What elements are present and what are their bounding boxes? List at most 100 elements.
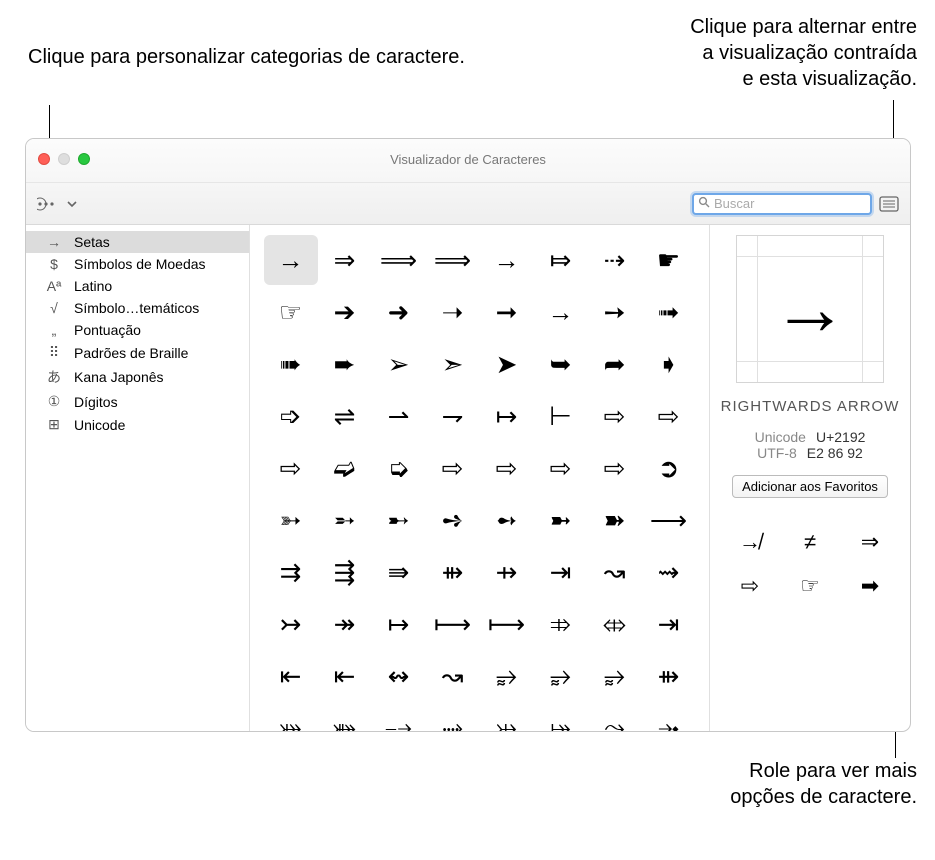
character-cell[interactable]: ⤄: [588, 599, 642, 649]
character-cell[interactable]: ➵: [318, 495, 372, 545]
sidebar-item-1[interactable]: $Símbolos de Moedas: [26, 253, 249, 275]
character-cell[interactable]: ➻: [480, 495, 534, 545]
character-cell[interactable]: ⤇: [534, 235, 588, 285]
character-cell[interactable]: ➦: [588, 339, 642, 389]
character-cell[interactable]: →: [264, 235, 318, 285]
character-cell[interactable]: ⇨: [588, 443, 642, 493]
character-cell[interactable]: ➳: [264, 495, 318, 545]
variant-cell[interactable]: ↛: [720, 520, 780, 564]
character-cell[interactable]: ↣: [264, 599, 318, 649]
character-cell[interactable]: ⇌: [318, 391, 372, 441]
character-cell[interactable]: ⤔: [480, 703, 534, 731]
sidebar-item-0[interactable]: →Setas: [26, 231, 249, 253]
minimize-button[interactable]: [58, 153, 70, 165]
character-cell[interactable]: ➸: [372, 495, 426, 545]
character-cell[interactable]: ⇝: [642, 547, 696, 597]
character-cell[interactable]: ⇢: [588, 235, 642, 285]
character-cell[interactable]: ☛: [642, 235, 696, 285]
character-cell[interactable]: ⇛: [372, 547, 426, 597]
customize-categories-button[interactable]: [36, 194, 56, 214]
character-cell[interactable]: ⟼: [426, 599, 480, 649]
character-cell[interactable]: ⇨: [264, 443, 318, 493]
character-cell[interactable]: ➲: [642, 443, 696, 493]
character-cell[interactable]: ➼: [534, 495, 588, 545]
character-cell[interactable]: ⇨: [588, 391, 642, 441]
character-cell[interactable]: ⇨: [480, 443, 534, 493]
character-cell[interactable]: ⤅: [534, 703, 588, 731]
character-cell[interactable]: ⤃: [534, 599, 588, 649]
character-cell[interactable]: ⥵: [480, 651, 534, 701]
sidebar-item-3[interactable]: √Símbolo…temáticos: [26, 297, 249, 319]
character-cell[interactable]: ⇤: [318, 651, 372, 701]
character-cell[interactable]: ➭: [372, 443, 426, 493]
character-cell[interactable]: ⇥: [534, 547, 588, 597]
character-cell[interactable]: ⇨: [534, 443, 588, 493]
character-cell[interactable]: ⇻: [642, 651, 696, 701]
character-cell[interactable]: ⟹: [426, 235, 480, 285]
character-cell[interactable]: ⤘: [318, 703, 372, 731]
character-cell[interactable]: ⇶: [318, 547, 372, 597]
character-cell[interactable]: ➜: [372, 287, 426, 337]
sidebar-item-4[interactable]: „Pontuação: [26, 319, 249, 341]
sidebar-item-7[interactable]: ①Dígitos: [26, 390, 249, 413]
character-cell[interactable]: ⥵: [588, 651, 642, 701]
character-cell[interactable]: ⇻: [426, 547, 480, 597]
close-button[interactable]: [38, 153, 50, 165]
character-cell[interactable]: ⇨: [642, 391, 696, 441]
variant-cell[interactable]: ☞: [780, 564, 840, 608]
character-cell[interactable]: ↠: [318, 599, 372, 649]
character-cell[interactable]: ↭: [372, 651, 426, 701]
character-cell[interactable]: ☞: [264, 287, 318, 337]
variant-cell[interactable]: ≠: [780, 520, 840, 564]
character-cell[interactable]: ⇤: [264, 651, 318, 701]
character-cell[interactable]: ➺: [426, 495, 480, 545]
sidebar-item-2[interactable]: AªLatino: [26, 275, 249, 297]
character-cell[interactable]: ➞: [480, 287, 534, 337]
character-cell[interactable]: ⥵: [534, 651, 588, 701]
sidebar-item-6[interactable]: あKana Japonês: [26, 364, 249, 390]
character-cell[interactable]: →: [480, 235, 534, 285]
character-cell[interactable]: ➽: [588, 495, 642, 545]
character-cell[interactable]: ↦: [480, 391, 534, 441]
sidebar-item-8[interactable]: ⊞Unicode: [26, 413, 249, 436]
character-cell[interactable]: ⇉: [264, 547, 318, 597]
character-cell[interactable]: ➢: [372, 339, 426, 389]
character-cell[interactable]: ⇨: [426, 443, 480, 493]
character-cell[interactable]: ⟹: [372, 235, 426, 285]
character-cell[interactable]: ⇸: [480, 547, 534, 597]
add-favorites-button[interactable]: Adicionar aos Favoritos: [732, 475, 888, 498]
search-input[interactable]: [714, 196, 890, 211]
character-cell[interactable]: ⇁: [426, 391, 480, 441]
character-cell[interactable]: ⇥: [642, 599, 696, 649]
character-cell[interactable]: →: [534, 287, 588, 337]
character-cell[interactable]: ➝: [426, 287, 480, 337]
sidebar-item-5[interactable]: ⠿Padrões de Braille: [26, 341, 249, 364]
variant-cell[interactable]: ⇒: [840, 520, 900, 564]
character-cell[interactable]: ⤑: [426, 703, 480, 731]
character-cell[interactable]: ⟶: [642, 495, 696, 545]
character-cell[interactable]: ➠: [264, 339, 318, 389]
character-cell[interactable]: ⟼: [480, 599, 534, 649]
character-cell[interactable]: ⤍: [372, 703, 426, 731]
character-cell[interactable]: ↝: [588, 547, 642, 597]
character-cell[interactable]: ↝: [426, 651, 480, 701]
toggle-view-button[interactable]: [878, 193, 900, 215]
character-cell[interactable]: ➧: [642, 339, 696, 389]
character-cell[interactable]: ➣: [426, 339, 480, 389]
chevron-down-icon[interactable]: [62, 194, 82, 214]
character-cell[interactable]: ➟: [642, 287, 696, 337]
character-cell[interactable]: ➙: [588, 287, 642, 337]
character-cell[interactable]: ↦: [372, 599, 426, 649]
character-cell[interactable]: ⇒: [318, 235, 372, 285]
character-cell[interactable]: ➩: [264, 391, 318, 441]
character-cell[interactable]: ➨: [318, 339, 372, 389]
zoom-button[interactable]: [78, 153, 90, 165]
character-cell[interactable]: ⊢: [534, 391, 588, 441]
character-cell[interactable]: ➥: [534, 339, 588, 389]
character-cell[interactable]: ⤗: [264, 703, 318, 731]
character-cell[interactable]: ➫: [318, 443, 372, 493]
character-cell[interactable]: ⇀: [372, 391, 426, 441]
character-cell[interactable]: ➤: [480, 339, 534, 389]
character-cell[interactable]: ➔: [318, 287, 372, 337]
character-cell[interactable]: ⤞: [642, 703, 696, 731]
